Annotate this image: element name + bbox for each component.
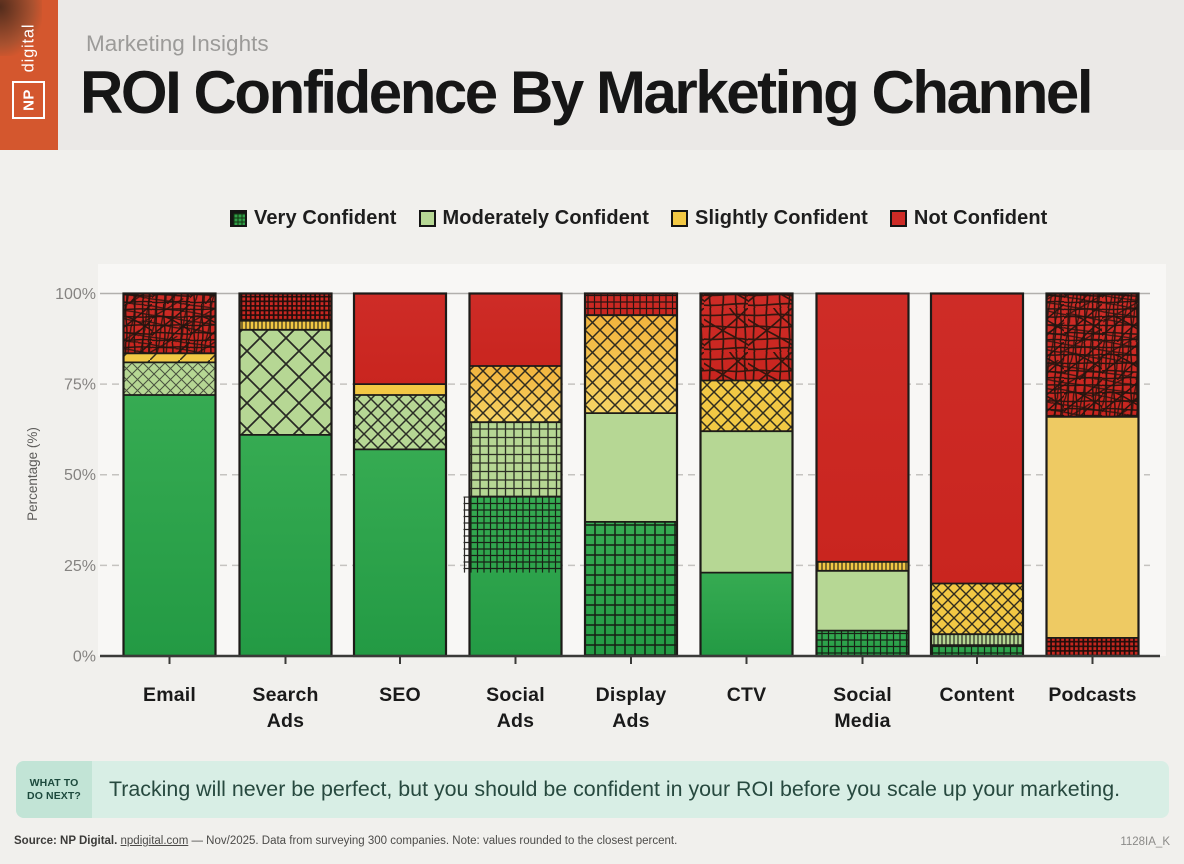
svg-text:Search: Search <box>252 684 318 706</box>
svg-text:Percentage (%): Percentage (%) <box>25 427 40 521</box>
svg-text:25%: 25% <box>64 558 96 575</box>
svg-text:0%: 0% <box>73 649 96 666</box>
svg-text:SEO: SEO <box>379 684 421 706</box>
svg-text:Media: Media <box>834 710 890 732</box>
svg-text:Social: Social <box>833 684 892 706</box>
svg-text:Ads: Ads <box>497 710 534 732</box>
svg-text:75%: 75% <box>64 377 96 394</box>
svg-text:100%: 100% <box>55 286 96 303</box>
svg-text:Email: Email <box>143 684 196 706</box>
svg-text:Social: Social <box>486 684 545 706</box>
svg-text:CTV: CTV <box>727 684 767 706</box>
svg-text:Ads: Ads <box>267 710 304 732</box>
svg-text:50%: 50% <box>64 467 96 484</box>
svg-text:Display: Display <box>596 684 667 706</box>
svg-text:Ads: Ads <box>612 710 649 732</box>
svg-text:Podcasts: Podcasts <box>1048 684 1136 706</box>
svg-text:Content: Content <box>939 684 1014 706</box>
